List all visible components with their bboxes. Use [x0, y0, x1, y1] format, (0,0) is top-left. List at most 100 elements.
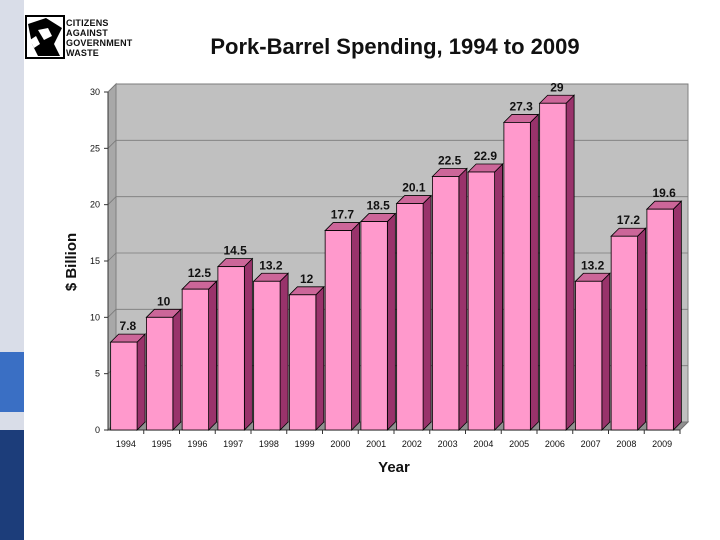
data-label: 10 [157, 294, 171, 308]
x-axis-label: Year [378, 459, 410, 476]
x-tick-label: 1995 [152, 439, 172, 449]
bar-front [610, 235, 639, 431]
data-label: 22.5 [438, 154, 462, 168]
x-tick-label: 2005 [509, 439, 529, 449]
bar-side [386, 212, 396, 431]
bar-1999 [288, 285, 325, 431]
bar-front [145, 316, 174, 431]
bar-side [565, 94, 575, 431]
bars [109, 94, 683, 431]
y-tick-label: 10 [90, 312, 100, 322]
logo-line: WASTE [66, 48, 100, 58]
data-label: 19.6 [652, 186, 676, 200]
data-label: 12 [300, 272, 314, 286]
bar-front [110, 341, 138, 431]
bar-2001 [359, 212, 397, 431]
bar-1996 [181, 280, 218, 431]
bar-front [539, 102, 567, 431]
bar-front [181, 288, 210, 431]
bar-side [172, 308, 182, 431]
logo-line: CITIZENS [66, 18, 109, 28]
cagw-logo [24, 14, 139, 66]
bar-2009 [645, 200, 683, 431]
cagw-emblem-icon [25, 15, 65, 59]
cagw-logo-text: CITIZENS AGAINST GOVERNMENT WASTE [66, 18, 133, 58]
bar-2003 [431, 167, 468, 431]
bar-2007 [574, 272, 611, 431]
data-label: 17.2 [617, 213, 641, 227]
data-label: 20.1 [402, 181, 426, 195]
data-label: 14.5 [223, 244, 247, 258]
data-label: 13.2 [581, 258, 605, 272]
x-tick-label: 2001 [366, 439, 386, 449]
bar-side [315, 285, 325, 431]
x-tick-labels: 1994 1995 1996 1997 1998 1999 2000 2001 2002 2003… [116, 430, 681, 449]
data-label: 18.5 [366, 199, 390, 213]
y-axis-label: $ Billion [63, 233, 80, 291]
slide-side-accent [0, 352, 24, 412]
bar-front [217, 266, 245, 431]
x-tick-label: 1997 [223, 439, 243, 449]
bar-1997 [216, 257, 254, 431]
y-tick-label: 15 [90, 256, 100, 266]
bar-side [601, 272, 611, 431]
bar-2002 [395, 194, 433, 431]
x-tick-label: 2008 [616, 439, 636, 449]
x-tick-label: 1996 [187, 439, 207, 449]
bar-side [494, 163, 504, 431]
bar-2008 [610, 227, 647, 431]
bar-side [351, 221, 361, 431]
y-tick-label: 25 [90, 143, 100, 153]
bar-side [136, 333, 146, 431]
x-tick-label: 2007 [581, 439, 601, 449]
bar-2004 [467, 163, 504, 431]
logo-line: GOVERNMENT [66, 38, 133, 48]
bar-1998 [252, 272, 290, 431]
x-tick-label: 1999 [295, 439, 315, 449]
data-label: 17.7 [331, 208, 355, 222]
data-label: 7.8 [120, 319, 137, 333]
bar-2006 [538, 94, 576, 431]
bar-side [208, 280, 218, 431]
x-tick-label: 2006 [545, 439, 565, 449]
bar-side [422, 194, 432, 431]
bar-1995 [145, 308, 182, 431]
bar-front [503, 122, 531, 431]
data-label: 22.9 [474, 149, 498, 163]
data-label: 27.3 [509, 99, 533, 113]
data-labels: 7.8 10 12.5 14.5 13.2 12 17.7 18.5 20.1 22.5 22.9 2… [120, 80, 677, 333]
x-tick-label: 2004 [473, 439, 493, 449]
bar-1994 [109, 333, 147, 431]
x-tick-label: 2009 [652, 439, 672, 449]
slide-side-bar-dark [0, 430, 24, 540]
x-tick-label: 2000 [330, 439, 350, 449]
bar-2005 [502, 113, 540, 431]
y-tick-label: 30 [90, 87, 100, 97]
data-label: 13.2 [259, 258, 283, 272]
bar-side [458, 167, 468, 431]
chart-title: Pork-Barrel Spending, 1994 to 2009 [210, 34, 580, 59]
bar-front [360, 221, 388, 431]
bar-side [637, 227, 647, 431]
bar-side [279, 272, 289, 431]
bar-front [467, 171, 496, 431]
bar-front [324, 230, 353, 431]
bar-front [253, 280, 281, 431]
bar-side [529, 113, 539, 431]
bar-front [574, 280, 603, 431]
y-tick-label: 5 [95, 369, 100, 379]
y-tick-label: 20 [90, 200, 100, 210]
bar-front [646, 208, 674, 431]
x-tick-label: 1994 [116, 439, 136, 449]
bar-side [243, 257, 253, 431]
bar-side [672, 200, 682, 431]
data-label: 12.5 [188, 266, 212, 280]
bar-front [288, 294, 317, 431]
y-tick-label: 0 [95, 425, 100, 435]
bar-front [431, 176, 460, 431]
x-tick-label: 2003 [438, 439, 458, 449]
gridline [107, 139, 688, 149]
x-tick-label: 1998 [259, 439, 279, 449]
logo-line: AGAINST [66, 28, 108, 38]
